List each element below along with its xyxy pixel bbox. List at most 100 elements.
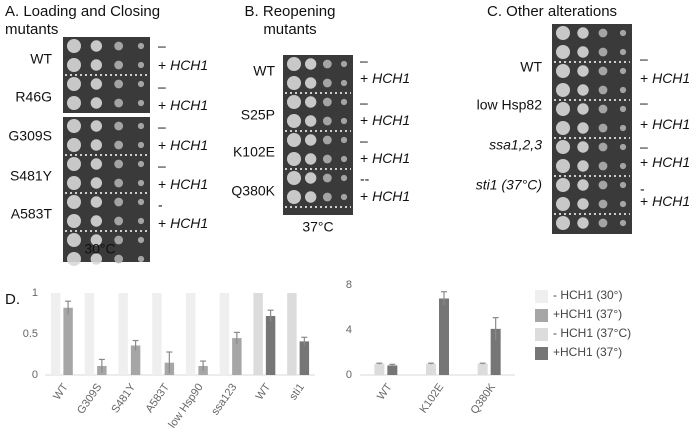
- colony-spot: [114, 254, 124, 264]
- colony-spot: [598, 161, 608, 171]
- colony-spot: [114, 197, 124, 207]
- error-bar: [492, 317, 499, 341]
- strain-label: Q380K: [231, 183, 275, 199]
- strain-label: WT: [253, 63, 275, 79]
- colony-spot: [322, 154, 332, 164]
- colony-spot: [114, 140, 124, 150]
- x-tick-label: ssa123: [209, 382, 239, 418]
- colony-spot: [619, 48, 627, 56]
- colony-spot: [577, 217, 589, 229]
- colony-spot: [114, 235, 124, 245]
- colony-spot: [322, 116, 332, 126]
- error-bar: [233, 331, 240, 344]
- x-tick-label: K102E: [418, 382, 447, 416]
- strain-label: sti1 (37°C): [476, 177, 542, 193]
- y-tick-label: 0.5: [23, 328, 38, 340]
- bar: [374, 363, 385, 375]
- colony-spot: [67, 195, 81, 209]
- bar: [477, 363, 488, 375]
- colony-spot: [304, 58, 317, 70]
- plus-label: + HCH1: [640, 193, 690, 209]
- colony-spot: [137, 236, 145, 244]
- colony-spot: [619, 219, 627, 227]
- colony-spot: [114, 98, 124, 108]
- colony-spot: [287, 190, 301, 204]
- colony-spot: [137, 122, 145, 130]
- minus-label: –: [640, 139, 648, 155]
- panel-title: B. Reopening: [245, 3, 336, 20]
- error-bar: [479, 362, 486, 365]
- colony-spot: [340, 174, 348, 182]
- colony-spot: [90, 40, 103, 52]
- colony-spot: [340, 136, 348, 144]
- colony-spot: [304, 115, 317, 127]
- x-tick-label: WT: [51, 381, 71, 402]
- colony-spot: [322, 135, 332, 145]
- colony-spot: [556, 45, 570, 59]
- colony-spot: [137, 80, 145, 88]
- colony-spot: [577, 65, 589, 77]
- colony-spot: [577, 103, 589, 115]
- bar: [232, 338, 242, 375]
- colony-spot: [137, 160, 145, 168]
- colony-spot: [340, 98, 348, 106]
- colony-spot: [137, 99, 145, 107]
- bar: [63, 307, 73, 375]
- plus-label: + HCH1: [640, 154, 690, 170]
- y-tick-label: 0: [346, 369, 352, 381]
- colony-spot: [322, 97, 332, 107]
- strain-label: R46G: [15, 89, 52, 105]
- colony-spot: [67, 176, 81, 190]
- strain-label: A583T: [11, 206, 53, 222]
- panel-title: mutants: [5, 21, 58, 38]
- colony-spot: [556, 26, 570, 40]
- colony-spot: [67, 157, 81, 171]
- colony-spot: [340, 117, 348, 125]
- strain-label: ssa1,2,3: [489, 137, 542, 153]
- colony-spot: [137, 61, 145, 69]
- colony-spot: [304, 134, 317, 146]
- colony-spot: [598, 123, 608, 133]
- strain-label: S481Y: [10, 168, 53, 184]
- colony-spot: [556, 102, 570, 116]
- colony-spot: [90, 59, 103, 71]
- bar: [219, 293, 230, 375]
- colony-spot: [114, 178, 124, 188]
- colony-spot: [287, 152, 301, 166]
- minus-label: –: [360, 133, 368, 149]
- colony-spot: [67, 233, 81, 247]
- error-bar: [200, 360, 207, 371]
- error-bar: [65, 300, 72, 315]
- minus-label: –: [158, 38, 166, 54]
- colony-spot: [322, 192, 332, 202]
- x-tick-label: WT: [375, 381, 395, 402]
- colony-spot: [67, 252, 81, 266]
- error-bar: [428, 362, 434, 365]
- y-tick-label: 1: [32, 287, 38, 299]
- colony-spot: [287, 133, 301, 147]
- colony-spot: [556, 178, 570, 192]
- colony-spot: [90, 253, 103, 265]
- minus-label: –: [360, 53, 368, 69]
- colony-spot: [67, 214, 81, 228]
- bar: [152, 293, 162, 375]
- legend-swatch: [535, 328, 548, 341]
- plus-label: + HCH1: [158, 215, 208, 231]
- strain-label: S25P: [241, 107, 275, 123]
- plus-label: + HCH1: [158, 176, 208, 192]
- x-tick-label: Q380K: [469, 381, 499, 416]
- colony-spot: [67, 58, 81, 72]
- strain-label: low Hsp82: [477, 97, 543, 113]
- strain-label: WT: [520, 59, 542, 75]
- bar: [253, 293, 263, 375]
- temperature: 37°C: [302, 219, 333, 235]
- bar: [299, 341, 310, 375]
- legend-label: - HCH1 (37°C): [553, 326, 631, 340]
- colony-spot: [287, 171, 301, 185]
- legend-swatch: [535, 309, 548, 322]
- colony-spot: [556, 83, 570, 97]
- colony-spot: [619, 181, 627, 189]
- minus-label: --: [360, 171, 370, 187]
- error-bar: [301, 336, 308, 346]
- colony-spot: [137, 217, 145, 225]
